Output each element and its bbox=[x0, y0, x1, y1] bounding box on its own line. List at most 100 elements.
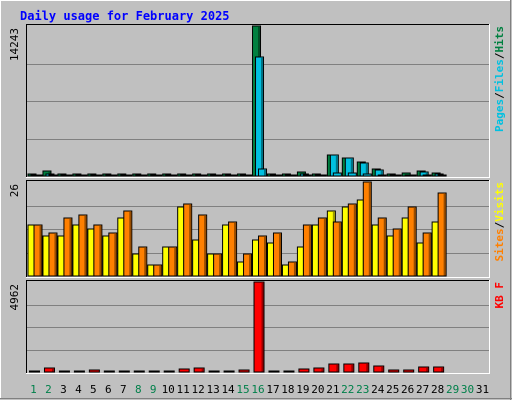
bar-kb-f-day-20 bbox=[313, 367, 325, 373]
bar-sites-day-10-shadow bbox=[174, 248, 177, 276]
bar-kb-f-day-4-body bbox=[73, 370, 85, 373]
bar-pages-day-1-body bbox=[33, 174, 43, 177]
day-label: 11 bbox=[177, 383, 190, 396]
day-label: 12 bbox=[192, 383, 205, 396]
bar-kb-f-day-24-body bbox=[373, 365, 385, 373]
bar-kb-f-day-1 bbox=[29, 370, 40, 373]
bar-sites-day-20-shadow bbox=[323, 219, 326, 276]
bar-pages-day-9 bbox=[153, 174, 163, 177]
bar-files-day-27-shadow bbox=[425, 173, 428, 176]
day-label: 7 bbox=[120, 383, 127, 396]
bar-kb-f-day-5 bbox=[88, 369, 100, 373]
bar-pages-day-3-body bbox=[63, 174, 73, 177]
bar-kb-f-day-18-body bbox=[283, 370, 295, 373]
bar-kb-f-day-19 bbox=[298, 368, 310, 373]
bar-sites-day-28-body bbox=[437, 192, 447, 277]
bar-sites-day-17-shadow bbox=[278, 234, 281, 276]
bar-sites-day-12 bbox=[198, 214, 208, 277]
bar-pages-day-8 bbox=[138, 174, 148, 177]
bar-kb-f-day-9 bbox=[148, 370, 160, 373]
bar-sites-day-27 bbox=[422, 232, 432, 277]
bar-pages-day-24-body bbox=[377, 174, 387, 177]
bar-pages-day-18-body bbox=[287, 174, 297, 177]
bar-sites-day-17-body bbox=[272, 232, 282, 277]
bar-sites-day-22-shadow bbox=[353, 205, 356, 276]
bar-pages-day-27-body bbox=[422, 174, 432, 177]
day-label: 24 bbox=[371, 383, 385, 396]
bar-sites-day-14 bbox=[228, 221, 238, 277]
bar-kb-f-day-2-shadow bbox=[51, 369, 54, 372]
side-legend: Pages/Files/Hits bbox=[493, 26, 506, 132]
bar-pages-day-25 bbox=[392, 174, 402, 177]
bar-kb-f-day-13-body bbox=[208, 370, 220, 373]
bar-pages-day-4-body bbox=[78, 174, 88, 177]
bar-kb-f-day-28-shadow bbox=[441, 368, 444, 372]
bar-sites-day-25-shadow bbox=[398, 230, 401, 276]
bar-sites-day-21-body bbox=[332, 221, 342, 277]
bar-sites-day-19 bbox=[302, 224, 312, 277]
bar-pages-day-6-body bbox=[108, 174, 118, 177]
bar-kb-f-day-14 bbox=[223, 370, 235, 373]
bar-files-day-22-shadow bbox=[350, 159, 353, 176]
day-label: 3 bbox=[60, 383, 67, 396]
bar-sites-day-3-body bbox=[63, 217, 73, 277]
bar-pages-day-4 bbox=[78, 174, 88, 177]
day-label: 22 bbox=[341, 383, 354, 396]
bar-kb-f-day-26 bbox=[403, 369, 415, 373]
bar-pages-day-2 bbox=[48, 174, 58, 177]
bar-kb-f-day-8 bbox=[133, 370, 145, 373]
bar-sites-day-2 bbox=[48, 232, 58, 277]
bar-pages-day-10 bbox=[168, 174, 178, 177]
bar-kb-f-day-24-shadow bbox=[381, 367, 384, 372]
bar-sites-day-18-shadow bbox=[293, 263, 296, 276]
bar-kb-f-day-28 bbox=[433, 366, 445, 373]
bar-kb-f-day-7 bbox=[118, 370, 130, 373]
legend-: / bbox=[493, 92, 506, 99]
day-label: 13 bbox=[206, 383, 219, 396]
day-label: 8 bbox=[135, 383, 142, 396]
bar-kb-f-day-18 bbox=[283, 370, 295, 373]
bar-kb-f-day-23-shadow bbox=[366, 364, 369, 372]
bar-kb-f-day-22-shadow bbox=[351, 365, 354, 372]
bar-pages-day-16-body bbox=[258, 168, 268, 177]
bar-kb-f-day-23-body bbox=[358, 362, 370, 373]
bar-sites-day-9-shadow bbox=[159, 266, 162, 276]
bar-sites-day-13-body bbox=[213, 253, 223, 277]
day-label: 2 bbox=[45, 383, 52, 396]
bar-pages-day-9-body bbox=[153, 174, 163, 177]
day-label: 14 bbox=[221, 383, 235, 396]
bar-kb-f-day-27-body bbox=[418, 366, 430, 373]
bar-sites-day-4-shadow bbox=[84, 216, 87, 276]
bar-pages-day-15-body bbox=[243, 174, 253, 177]
bar-kb-f-day-22 bbox=[343, 363, 355, 373]
bar-kb-f-day-10-body bbox=[163, 370, 175, 373]
bar-kb-f-day-11 bbox=[178, 368, 190, 373]
x-axis-day-labels: 1 2 3 4 5 6 7 8 9 10 11 12 13 14 15 16 17 18 19 20 21 22 23 24 2… bbox=[30, 383, 489, 396]
bar-sites-day-26 bbox=[407, 206, 417, 277]
bar-sites-day-5-body bbox=[93, 224, 103, 277]
bar-kb-f-day-28-body bbox=[433, 366, 445, 373]
bar-kb-f-day-10 bbox=[163, 370, 175, 373]
legend-: / bbox=[493, 52, 506, 59]
legend-sites: Sites bbox=[493, 228, 506, 261]
bar-pages-day-27 bbox=[422, 174, 432, 177]
bar-pages-day-2-body bbox=[48, 174, 58, 177]
bar-pages-day-22-body bbox=[347, 172, 357, 177]
bar-kb-f-day-21-shadow bbox=[336, 365, 339, 372]
bar-sites-day-1-shadow bbox=[39, 226, 42, 276]
bar-kb-f-day-17 bbox=[268, 370, 280, 373]
bar-sites-day-9-body bbox=[153, 264, 163, 277]
bar-sites-day-13 bbox=[213, 253, 223, 277]
bar-files-day-23-shadow bbox=[365, 164, 368, 176]
bar-sites-day-5 bbox=[93, 224, 103, 277]
bar-sites-day-28 bbox=[437, 192, 447, 277]
bar-sites-day-14-shadow bbox=[234, 223, 237, 276]
bar-pages-day-21 bbox=[332, 172, 342, 177]
bar-kb-f-day-2 bbox=[43, 367, 55, 373]
bar-pages-day-19 bbox=[302, 174, 312, 177]
bar-sites-day-18-body bbox=[287, 261, 297, 277]
bar-sites-day-15-body bbox=[243, 253, 253, 277]
bar-pages-day-15 bbox=[243, 174, 253, 177]
bar-sites-day-2-body bbox=[48, 232, 58, 277]
